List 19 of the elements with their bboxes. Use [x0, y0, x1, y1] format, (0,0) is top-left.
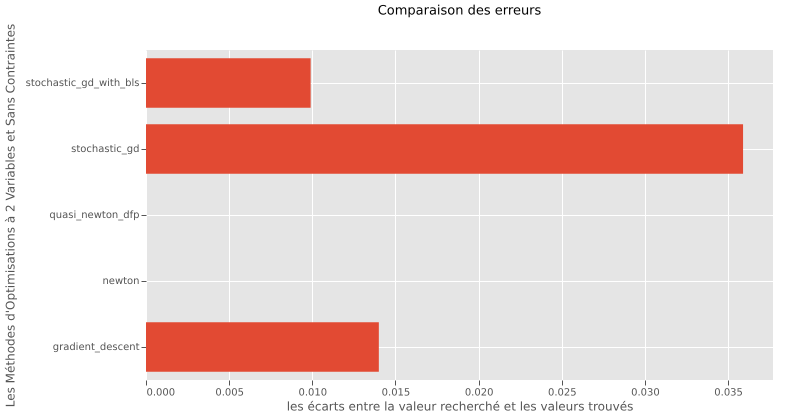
x-tick-label: 0.020: [464, 388, 494, 398]
x-axis-title: les écarts entre la valeur recherché et les valeurs trouvés: [286, 400, 634, 414]
y-axis-title: Les Méthodes d'Optimisations à 2 Variables et Sans Contraintes: [4, 24, 18, 408]
x-tick-label: 0.015: [382, 388, 410, 398]
y-tick-label: quasi_newton_dfp: [49, 210, 140, 221]
chart-title: Comparaison des erreurs: [378, 3, 542, 18]
bar: [146, 58, 311, 108]
x-tick-label: 0.000: [146, 388, 176, 398]
bar: [146, 124, 744, 174]
bar: [146, 322, 379, 372]
y-tick-label: gradient_descent: [52, 342, 140, 353]
x-tick-label: 0.030: [631, 388, 660, 398]
y-tick-label: stochastic_gd: [71, 144, 140, 155]
y-tick-label: stochastic_gd_with_bls: [26, 78, 140, 89]
x-tick-label: 0.005: [215, 388, 244, 398]
x-tick-label: 0.025: [548, 388, 577, 398]
x-tick-label: 0.035: [714, 388, 743, 398]
y-tick-label: newton: [102, 276, 140, 287]
x-tick-label: 0.010: [298, 388, 328, 398]
